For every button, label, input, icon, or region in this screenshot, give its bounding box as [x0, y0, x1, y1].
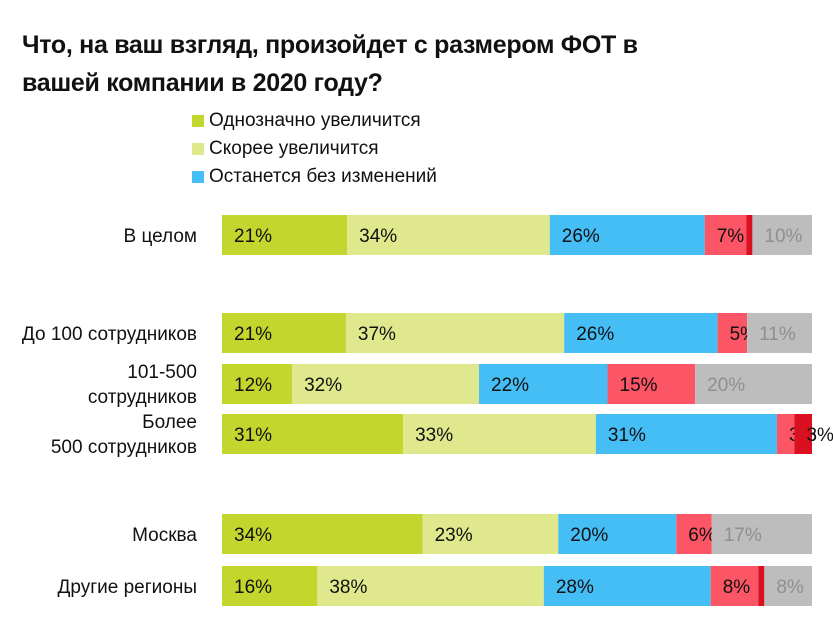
bar-segment-1-3: [717, 313, 748, 353]
data-label-3-0: 31%: [234, 425, 272, 446]
data-label-5-5: 8%: [776, 577, 804, 598]
bar-segment-1-5: [747, 313, 812, 353]
bar-segment-3-4: [794, 414, 812, 454]
bar-segment-5-2: [543, 566, 711, 606]
data-label-0-3: 7%: [717, 226, 745, 247]
data-label-3-1: 33%: [415, 425, 453, 446]
data-label-1-2: 26%: [576, 324, 614, 345]
row-label-1: До 100 сотрудников: [22, 324, 197, 345]
data-label-5-3: 8%: [723, 577, 751, 598]
legend-label-definitely-increase: Однозначно увеличится: [209, 110, 421, 131]
data-label-2-3: 15%: [620, 375, 658, 396]
data-label-0-2: 26%: [562, 226, 600, 247]
bar-segment-5-1: [317, 566, 544, 606]
data-label-4-5: 17%: [724, 525, 762, 546]
bar-segment-1-1: [345, 313, 565, 353]
legend-swatch-no-change: [192, 171, 204, 183]
data-label-2-1: 32%: [304, 375, 342, 396]
data-label-4-0: 34%: [234, 525, 272, 546]
bar-segment-5-5: [764, 566, 812, 606]
data-label-3-2: 31%: [608, 425, 646, 446]
data-label-2-2: 22%: [491, 375, 529, 396]
legend-label-rather-increase: Скорее увеличится: [209, 138, 379, 159]
bar-segment-2-5: [695, 364, 812, 404]
row-label-3: Более 500 сотрудников: [51, 412, 197, 458]
bar-segment-4-1: [422, 514, 559, 554]
bar-segment-0-4: [746, 215, 753, 255]
bar-segment-0-5: [752, 215, 812, 255]
data-label-4-2: 20%: [570, 525, 608, 546]
bar-segment-1-2: [564, 313, 718, 353]
data-label-0-1: 34%: [359, 226, 397, 247]
row-label-2: 101-500 сотрудников: [88, 362, 197, 408]
bar-segment-4-2: [558, 514, 677, 554]
legend-swatch-definitely-increase: [192, 115, 204, 127]
data-label-5-2: 28%: [556, 577, 594, 598]
bar-segment-4-5: [711, 514, 812, 554]
row-label-5: Другие регионы: [57, 577, 197, 598]
bar-segment-2-0: [222, 364, 293, 404]
bar-segment-0-2: [549, 215, 705, 255]
row-label-0: В целом: [124, 226, 198, 247]
legend-swatch-rather-increase: [192, 143, 204, 155]
bar-segment-0-0: [222, 215, 348, 255]
bar-segment-3-0: [222, 414, 404, 454]
bar-segment-2-3: [607, 364, 696, 404]
data-label-1-1: 37%: [358, 324, 396, 345]
data-label-0-5: 10%: [764, 226, 802, 247]
bar-segment-0-1: [347, 215, 550, 255]
data-label-5-0: 16%: [234, 577, 272, 598]
data-label-4-1: 23%: [435, 525, 473, 546]
data-label-2-5: 20%: [707, 375, 745, 396]
bar-segment-0-3: [704, 215, 747, 255]
bar-segment-3-2: [595, 414, 777, 454]
bar-segment-3-1: [403, 414, 596, 454]
data-label-3-4: 3%: [806, 425, 833, 446]
bar-segment-4-0: [222, 514, 423, 554]
bar-segment-1-0: [222, 313, 346, 353]
legend-label-no-change: Останется без изменений: [209, 166, 437, 187]
data-label-4-3: 6%: [688, 525, 716, 546]
bar-segment-3-3: [776, 414, 795, 454]
bar-segment-2-2: [479, 364, 608, 404]
bar-segment-2-1: [292, 364, 480, 404]
data-label-1-5: 11%: [759, 324, 796, 345]
bar-segment-5-4: [758, 566, 765, 606]
bar-segment-4-3: [676, 514, 712, 554]
bar-segment-5-0: [222, 566, 318, 606]
data-label-0-0: 21%: [234, 226, 272, 247]
row-label-4: Москва: [132, 525, 197, 546]
data-label-1-0: 21%: [234, 324, 272, 345]
data-label-2-0: 12%: [234, 375, 272, 396]
chart-title: Что, на ваш взгляд, произойдет с размеро…: [22, 31, 638, 97]
data-label-5-1: 38%: [329, 577, 367, 598]
bar-segment-5-3: [710, 566, 759, 606]
